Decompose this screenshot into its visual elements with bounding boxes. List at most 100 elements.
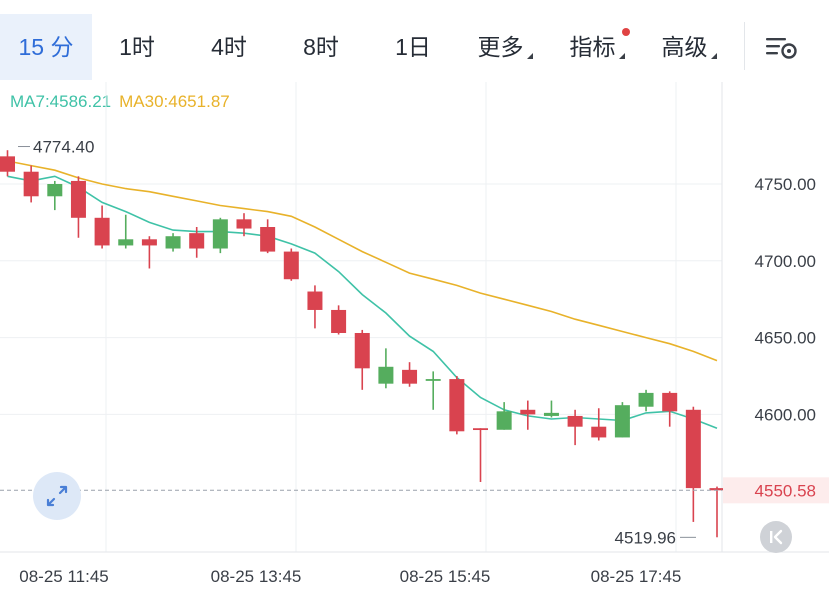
candle-body xyxy=(567,415,583,427)
timeframe-tab-bar: 15 分 1时 4时 8时 1日 更多 指标 高级 xyxy=(0,0,829,82)
ma30-line xyxy=(7,160,718,362)
candle-body xyxy=(165,236,181,249)
tab-15min[interactable]: 15 分 xyxy=(0,14,92,80)
candle-body xyxy=(662,392,678,412)
candle-body xyxy=(331,309,347,333)
last-price-tag xyxy=(723,477,829,504)
high-price-label: 4774.40 xyxy=(33,138,94,157)
candle xyxy=(212,217,228,254)
candle-body xyxy=(638,392,654,407)
candle-body xyxy=(425,379,441,381)
candle xyxy=(591,408,607,441)
tab-divider xyxy=(744,22,745,70)
jump-to-latest-button[interactable] xyxy=(760,521,792,553)
candle-body xyxy=(141,239,157,246)
candle xyxy=(70,176,86,238)
candle xyxy=(685,406,701,522)
tab-8h[interactable]: 8时 xyxy=(303,34,339,60)
y-tick-label: 4600.00 xyxy=(755,405,816,424)
chart-settings-icon[interactable] xyxy=(764,34,800,62)
dropdown-caret-icon xyxy=(526,53,533,59)
tab-1h[interactable]: 1时 xyxy=(119,34,155,60)
candle-body xyxy=(189,233,205,249)
tab-more-label: 更多 xyxy=(477,34,524,60)
last-price-label: 4550.58 xyxy=(755,481,816,500)
candle xyxy=(638,389,654,412)
candle-body xyxy=(402,369,418,384)
candle xyxy=(189,227,205,258)
candle-body xyxy=(260,227,276,252)
candle xyxy=(331,305,347,335)
ma7-line xyxy=(7,175,718,429)
candle xyxy=(236,213,252,237)
tab-indicators-label: 指标 xyxy=(569,34,616,60)
low-price-label: 4519.96 xyxy=(615,528,676,547)
candle xyxy=(543,400,559,418)
tab-indicators[interactable]: 指标 xyxy=(560,14,634,80)
candle-body xyxy=(496,411,512,430)
expand-chart-button[interactable] xyxy=(33,472,81,520)
candle-body xyxy=(543,412,559,416)
x-tick-label: 08-25 15:45 xyxy=(400,567,491,586)
x-tick-label: 08-25 11:45 xyxy=(19,567,108,586)
candle xyxy=(165,233,181,252)
candle xyxy=(23,165,39,203)
expand-arrows-icon xyxy=(46,485,68,507)
candle-body xyxy=(94,217,110,246)
candle-body xyxy=(473,428,488,431)
candle-body xyxy=(378,366,394,384)
candle-body xyxy=(354,332,370,369)
candle-body xyxy=(709,488,725,491)
candlestick-chart[interactable]: 4750.00 4700.00 4650.00 4600.00 08-25 11:45 0… xyxy=(0,82,829,604)
candle xyxy=(709,486,725,538)
ma30-legend: MA30:4651.87 xyxy=(119,92,230,111)
candle-body xyxy=(449,379,465,432)
candle xyxy=(402,362,418,387)
candle xyxy=(520,400,536,430)
x-tick-label: 08-25 13:45 xyxy=(211,567,302,586)
x-tick-label: 08-25 17:45 xyxy=(591,567,682,586)
ma7-legend: MA7:4586.21 xyxy=(10,92,112,111)
skip-back-icon xyxy=(770,529,783,545)
candle xyxy=(473,428,488,482)
candle-body xyxy=(0,156,15,172)
candle xyxy=(378,348,394,389)
candle xyxy=(141,236,157,269)
ma-legend: MA7:4586.21 MA30:4651.87 xyxy=(10,92,238,112)
tab-advanced-label: 高级 xyxy=(661,34,708,60)
y-tick-label: 4750.00 xyxy=(755,175,816,194)
candle xyxy=(496,402,512,430)
candle xyxy=(260,219,276,254)
candle-body xyxy=(212,219,228,249)
y-tick-label: 4650.00 xyxy=(755,329,816,348)
candle xyxy=(425,371,441,410)
y-tick-label: 4700.00 xyxy=(755,252,816,271)
candle-body xyxy=(47,184,63,197)
tab-1d[interactable]: 1日 xyxy=(395,34,431,60)
candle xyxy=(94,205,110,249)
candle xyxy=(0,150,15,177)
candle xyxy=(354,329,370,390)
tab-advanced[interactable]: 高级 xyxy=(652,14,726,80)
notification-dot-icon xyxy=(622,28,630,36)
tab-4h[interactable]: 4时 xyxy=(211,34,247,60)
candle-body xyxy=(23,171,39,197)
candle xyxy=(47,180,63,211)
candle xyxy=(307,285,323,329)
candle-body xyxy=(118,239,134,246)
candle-body xyxy=(614,405,630,438)
candle-body xyxy=(685,409,701,489)
candle-body xyxy=(283,251,299,280)
candle-body xyxy=(307,291,323,310)
candle xyxy=(614,402,630,438)
candle xyxy=(118,214,134,249)
dropdown-caret-icon xyxy=(618,53,625,59)
candle-body xyxy=(591,426,607,438)
candle xyxy=(449,376,465,435)
candle-body xyxy=(70,180,86,218)
candle xyxy=(662,391,678,427)
tab-more[interactable]: 更多 xyxy=(468,14,542,80)
candle-body xyxy=(236,219,252,229)
dropdown-caret-icon xyxy=(710,53,717,59)
candle-body xyxy=(520,409,536,415)
